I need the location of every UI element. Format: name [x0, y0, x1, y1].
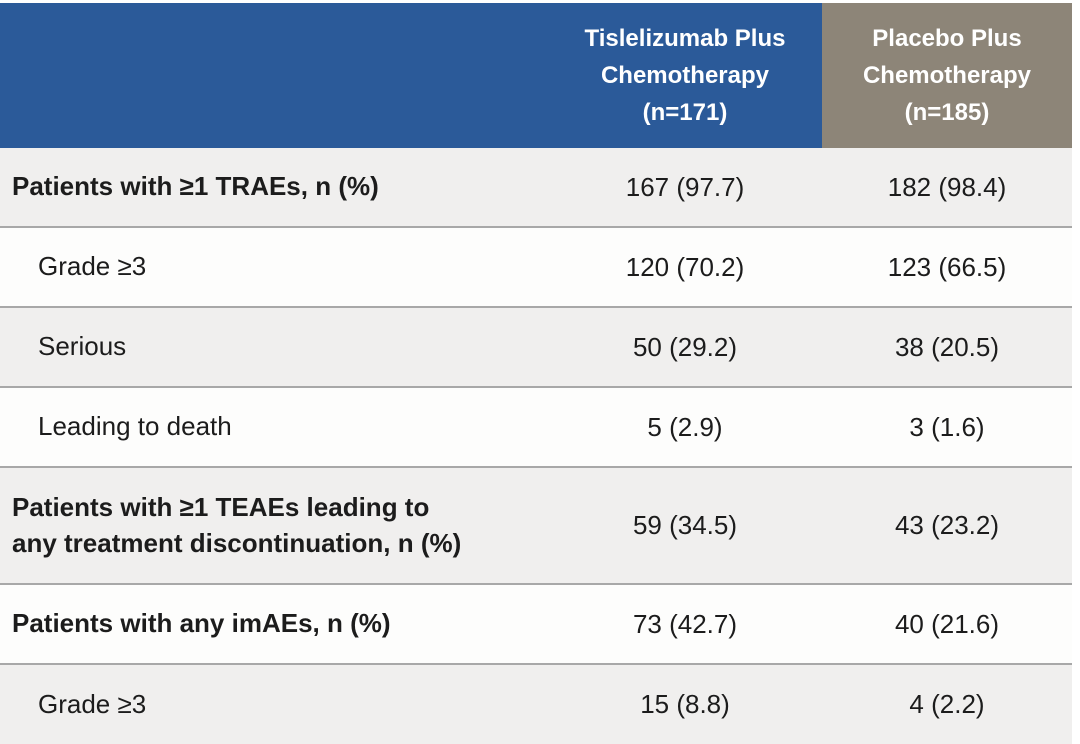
row-value-placebo: 43 (23.2)	[894, 510, 1000, 540]
row-label: Patients with any imAEs, n (%)	[0, 585, 548, 663]
row-label-line: Leading to death	[38, 411, 232, 442]
row-value-placebo: 4 (2.2)	[909, 689, 985, 719]
table-row-serious: Serious 50 (29.2) 38 (20.5)	[0, 308, 1072, 388]
row-label-line: Serious	[38, 331, 127, 362]
row-label-line: Grade ≥3	[38, 251, 147, 282]
row-value-tislelizumab: 5 (2.9)	[647, 411, 723, 442]
row-label: Patients with ≥1 TRAEs, n (%)	[0, 148, 548, 226]
row-value-tislelizumab: 167 (97.7)	[625, 171, 745, 202]
table-row-traes: Patients with ≥1 TRAEs, n (%) 167 (97.7)…	[0, 148, 1072, 228]
row-label-text: Grade ≥3	[38, 249, 146, 284]
row-value-placebo: 182 (98.4)	[887, 171, 1007, 202]
row-label-line: Patients with any imAEs, n (%)	[12, 608, 391, 639]
row-label: Grade ≥3	[0, 665, 548, 744]
row-label-line: Patients with ≥1 TRAEs, n (%)	[12, 171, 379, 202]
row-label-text: Patients with ≥1 TRAEs, n (%)	[12, 169, 379, 204]
table-header-row: Tislelizumab Plus Chemotherapy (n=171) P…	[0, 3, 1072, 148]
row-value-tislelizumab: 120 (70.2)	[625, 251, 745, 282]
header-placebo-label: Placebo Plus Chemotherapy (n=185)	[863, 20, 1031, 131]
row-label-line: any treatment discontinuation, n (%)	[12, 527, 462, 558]
header-line: Placebo Plus	[872, 25, 1022, 52]
row-value-placebo: 40 (21.6)	[894, 608, 1000, 639]
header-tislelizumab-column: Tislelizumab Plus Chemotherapy (n=171)	[548, 3, 822, 148]
row-label-text: Grade ≥3	[38, 687, 146, 722]
row-label: Serious	[0, 308, 548, 386]
row-label-line: Patients with ≥1 TEAEs leading to	[12, 492, 430, 523]
header-blank-cell	[0, 3, 548, 148]
table-row-grade3-traes: Grade ≥3 120 (70.2) 123 (66.5)	[0, 228, 1072, 308]
row-value-placebo: 3 (1.6)	[909, 411, 985, 442]
row-label-text: Patients with ≥1 TEAEs leading to any tr…	[12, 490, 461, 560]
row-label-line: Grade ≥3	[38, 688, 147, 719]
row-label: Patients with ≥1 TEAEs leading to any tr…	[0, 468, 548, 583]
header-line: (n=171)	[642, 99, 728, 126]
header-line: (n=185)	[904, 99, 990, 126]
header-line: Tislelizumab Plus	[584, 25, 786, 52]
row-value-tislelizumab: 59 (34.5)	[632, 510, 738, 540]
row-label: Grade ≥3	[0, 228, 548, 306]
row-value-tislelizumab: 73 (42.7)	[632, 608, 738, 639]
header-placebo-column: Placebo Plus Chemotherapy (n=185)	[822, 3, 1072, 148]
row-label: Leading to death	[0, 388, 548, 466]
header-tislelizumab-label: Tislelizumab Plus Chemotherapy (n=171)	[585, 20, 786, 131]
table-row-leading-to-death: Leading to death 5 (2.9) 3 (1.6)	[0, 388, 1072, 468]
row-value-placebo: 38 (20.5)	[894, 331, 1000, 362]
row-label-text: Patients with any imAEs, n (%)	[12, 606, 391, 641]
row-label-text: Serious	[38, 329, 126, 364]
adverse-events-table: Tislelizumab Plus Chemotherapy (n=171) P…	[0, 3, 1072, 744]
table-row-teaes-discontinuation: Patients with ≥1 TEAEs leading to any tr…	[0, 468, 1072, 585]
table-row-imaes: Patients with any imAEs, n (%) 73 (42.7)…	[0, 585, 1072, 665]
header-line: Chemotherapy	[862, 62, 1032, 89]
header-line: Chemotherapy	[600, 62, 770, 89]
row-label-text: Leading to death	[38, 409, 232, 444]
row-value-tislelizumab: 15 (8.8)	[640, 689, 730, 719]
row-value-placebo: 123 (66.5)	[887, 251, 1007, 282]
table-row-grade3-imaes: Grade ≥3 15 (8.8) 4 (2.2)	[0, 665, 1072, 744]
row-value-tislelizumab: 50 (29.2)	[632, 331, 738, 362]
